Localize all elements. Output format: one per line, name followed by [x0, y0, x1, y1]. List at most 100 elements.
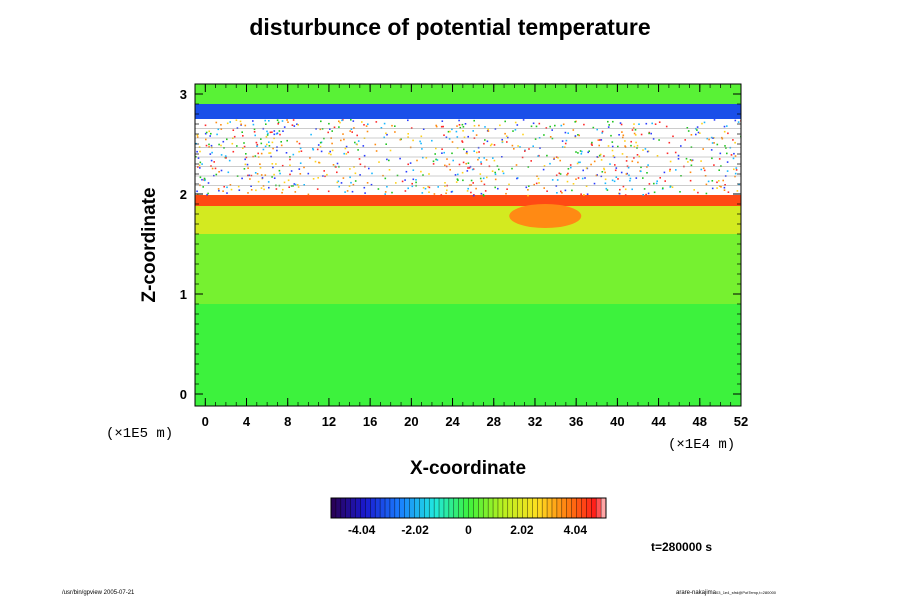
colorbar-segment	[502, 498, 509, 518]
field-speck	[625, 160, 628, 162]
field-speck	[235, 119, 238, 121]
field-speck	[328, 152, 330, 155]
field-speck	[720, 186, 722, 188]
field-speck	[352, 120, 355, 122]
field-speck	[719, 152, 722, 155]
field-speck	[549, 162, 551, 165]
field-speck	[412, 169, 415, 171]
field-speck	[366, 182, 369, 184]
field-speck	[375, 121, 378, 123]
field-speck	[281, 164, 284, 167]
field-speck	[482, 177, 485, 180]
field-speck	[679, 191, 681, 193]
field-speck	[726, 152, 728, 155]
field-speck	[655, 182, 658, 185]
field-speck	[422, 156, 424, 159]
field-speck	[252, 120, 254, 122]
field-speck	[335, 166, 337, 168]
field-speck	[432, 163, 435, 165]
field-speck	[242, 147, 244, 149]
field-speck	[391, 191, 393, 194]
field-speck	[236, 127, 239, 129]
field-speck	[549, 125, 551, 128]
field-speck	[473, 150, 475, 152]
field-speck	[252, 155, 254, 158]
field-speck	[723, 189, 726, 191]
field-speck	[642, 177, 644, 179]
field-speck	[275, 163, 277, 165]
colorbar-segment	[596, 498, 602, 518]
field-speck	[723, 125, 726, 128]
field-speck	[267, 132, 269, 135]
field-speck	[428, 173, 430, 175]
field-speck	[370, 183, 373, 186]
x-tick-label: 52	[734, 414, 748, 429]
field-speck	[675, 169, 677, 171]
x-tick-label: 44	[651, 414, 666, 429]
field-speck	[600, 159, 603, 161]
field-speck	[281, 120, 284, 122]
field-speck	[319, 141, 322, 144]
field-speck	[620, 171, 623, 174]
field-speck	[280, 144, 283, 147]
field-speck	[516, 177, 519, 179]
field-speck	[465, 162, 467, 165]
field-speck	[737, 121, 740, 123]
field-speck	[644, 148, 647, 150]
field-speck	[446, 189, 448, 192]
field-speck	[543, 187, 545, 189]
field-speck	[600, 139, 603, 141]
field-speck	[331, 130, 333, 132]
field-speck	[394, 131, 396, 133]
field-speck	[349, 176, 351, 179]
field-speck	[669, 186, 672, 188]
field-speck	[205, 131, 208, 134]
field-speck	[486, 176, 488, 179]
field-speck	[522, 133, 524, 136]
field-speck	[601, 171, 604, 173]
field-speck	[264, 119, 266, 122]
field-speck	[624, 188, 627, 191]
field-speck	[207, 192, 209, 195]
colorbar-segment	[340, 498, 347, 518]
footer-author-sub: 03_1e4_sfrd@PotTemp,t=280000	[716, 590, 777, 595]
field-speck	[208, 130, 210, 133]
field-speck	[204, 179, 206, 182]
field-speck	[726, 161, 729, 163]
field-speck	[513, 148, 515, 150]
field-speck	[603, 168, 606, 171]
field-speck	[271, 176, 273, 178]
field-speck	[391, 124, 393, 127]
y-tick-label: 2	[180, 187, 187, 202]
field-speck	[473, 125, 476, 127]
field-speck	[215, 173, 218, 176]
field-speck	[287, 121, 289, 123]
field-speck	[723, 130, 726, 133]
field-speck	[457, 179, 459, 181]
field-speck	[327, 190, 330, 193]
field-speck	[693, 189, 695, 191]
x-tick-label: 0	[202, 414, 209, 429]
field-speck	[470, 179, 473, 182]
field-speck	[617, 145, 619, 148]
field-speck	[494, 178, 497, 181]
field-speck	[713, 142, 715, 144]
field-speck	[386, 133, 388, 136]
field-speck	[634, 134, 637, 136]
field-speck	[443, 134, 445, 136]
field-speck	[415, 179, 417, 181]
field-speck	[577, 161, 580, 164]
colorbar-segment	[414, 498, 420, 518]
field-speck	[483, 142, 485, 145]
field-speck	[282, 130, 284, 132]
field-speck	[506, 188, 508, 190]
field-speck	[357, 140, 360, 142]
field-speck	[466, 152, 468, 155]
field-speck	[264, 174, 267, 176]
field-speck	[664, 180, 666, 182]
field-speck	[345, 145, 348, 148]
field-speck	[227, 171, 230, 174]
field-speck	[358, 158, 361, 160]
field-speck	[553, 157, 555, 160]
field-speck	[637, 161, 639, 164]
